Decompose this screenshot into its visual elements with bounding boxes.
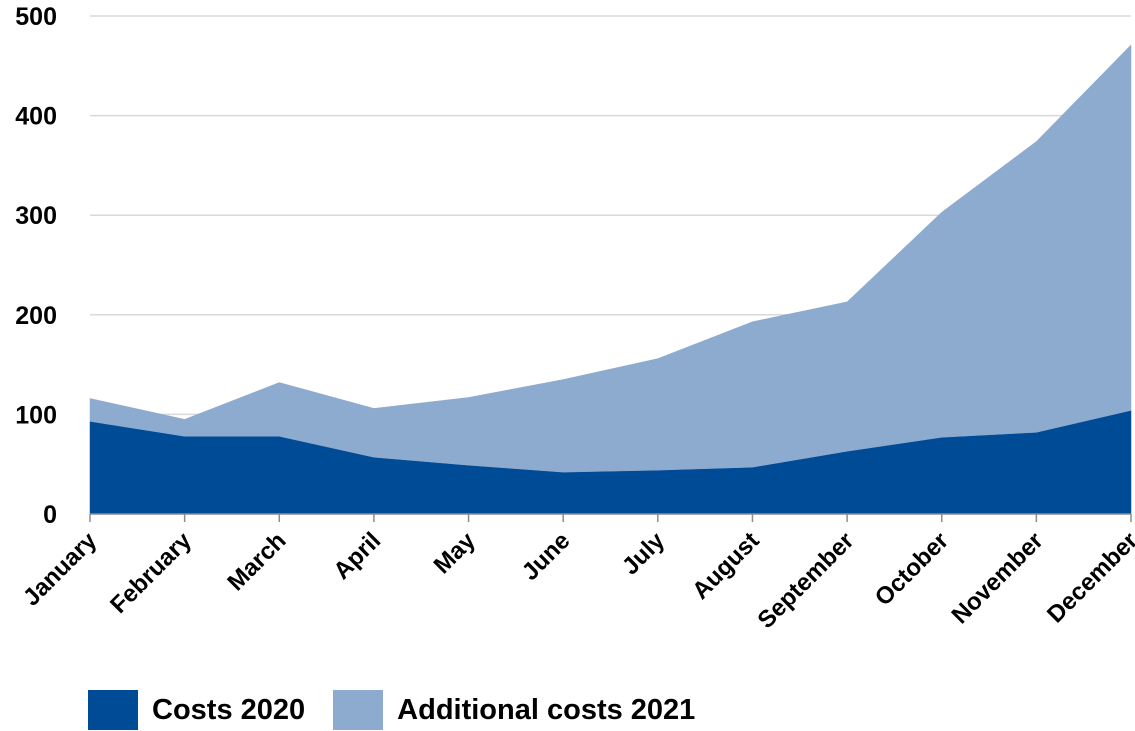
x-tick-label-december: December (1042, 527, 1135, 628)
y-tick-label-300: 300 (15, 202, 57, 230)
x-tick-label-november: November (947, 527, 1049, 629)
legend-item-costs-2020: Costs 2020 (88, 690, 305, 730)
x-tick-label-september: September (753, 527, 860, 634)
y-tick-label-400: 400 (15, 103, 57, 131)
legend-swatch-additional-costs-2021 (333, 690, 384, 730)
x-tick-label-february: February (105, 527, 197, 619)
legend: Costs 2020 Additional costs 2021 (88, 690, 723, 730)
x-tick-label-june: June (517, 527, 576, 586)
y-tick-label-0: 0 (43, 501, 57, 529)
x-tick-label-january: January (18, 527, 103, 612)
x-tick-label-july: July (617, 527, 671, 581)
area-chart: January February March April May June July Augu… (15, 3, 1135, 634)
y-axis: 0 100 200 300 400 500 (15, 3, 57, 529)
x-tick-label-may: May (429, 527, 482, 580)
x-tick-label-march: March (222, 527, 291, 596)
legend-label-costs-2020: Costs 2020 (152, 693, 306, 726)
x-tick-label-august: August (687, 527, 765, 605)
legend-label-additional-costs-2021: Additional costs 2021 (397, 693, 696, 726)
legend-swatch-costs-2020 (88, 690, 138, 730)
y-tick-label-100: 100 (15, 401, 57, 429)
x-tick-label-october: October (870, 527, 954, 611)
area-additional-costs-2021 (89, 44, 1132, 473)
x-axis: January February March April May June July Augu… (18, 513, 1135, 634)
y-tick-label-200: 200 (15, 302, 57, 330)
x-tick-label-april: April (328, 527, 386, 585)
legend-item-additional-costs-2021: Additional costs 2021 (333, 690, 695, 730)
y-tick-label-500: 500 (15, 3, 57, 31)
